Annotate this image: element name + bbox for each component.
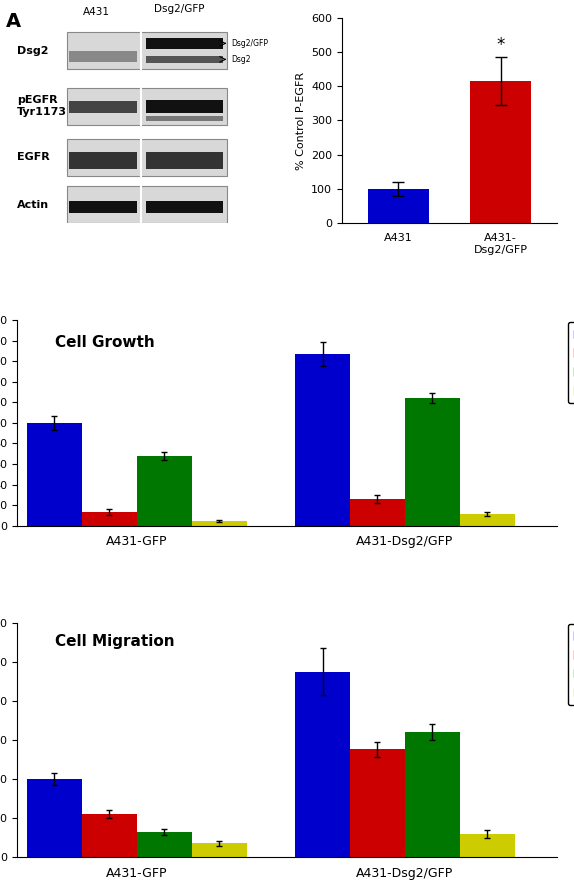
Bar [460, 514, 515, 526]
Bar [82, 814, 137, 857]
Text: Dsg2: Dsg2 [17, 46, 49, 56]
Text: Cell Migration: Cell Migration [55, 635, 174, 650]
Bar [146, 117, 223, 121]
Bar [146, 152, 223, 169]
Bar [67, 187, 227, 224]
Bar [405, 732, 460, 857]
Bar [146, 100, 223, 113]
Bar [405, 398, 460, 526]
Bar [69, 50, 137, 62]
Bar [350, 750, 405, 857]
Text: A431: A431 [83, 7, 110, 17]
Bar [27, 423, 82, 526]
Bar [295, 672, 350, 857]
Bar [69, 101, 137, 113]
Bar [350, 499, 405, 526]
Text: Dsg2: Dsg2 [231, 55, 251, 64]
Bar [192, 521, 247, 526]
Text: EGFR: EGFR [17, 152, 50, 163]
Text: Dsg2/GFP: Dsg2/GFP [231, 39, 269, 48]
Bar [67, 139, 227, 176]
Bar [69, 201, 137, 213]
Text: pEGFR
Tyr1173: pEGFR Tyr1173 [17, 95, 67, 117]
Bar [295, 354, 350, 526]
Bar [82, 513, 137, 526]
Bar [192, 843, 247, 857]
Legend: Untreated, +Erlotinib, +PP2, +Combo: Untreated, +Erlotinib, +PP2, +Combo [568, 322, 574, 403]
Bar [27, 779, 82, 857]
Legend: Untreated, +Erlotinib, +PP2, +Combo: Untreated, +Erlotinib, +PP2, +Combo [568, 624, 574, 705]
Bar [146, 56, 223, 63]
Text: Actin: Actin [17, 200, 49, 210]
Bar [137, 456, 192, 526]
Y-axis label: % Control P-EGFR: % Control P-EGFR [296, 72, 305, 170]
Bar [67, 88, 227, 125]
Text: A: A [6, 11, 21, 31]
Text: A431-
Dsg2/GFP: A431- Dsg2/GFP [154, 0, 205, 13]
Bar [137, 832, 192, 857]
Bar [470, 81, 531, 224]
Bar [146, 201, 223, 213]
Bar [460, 834, 515, 857]
Bar [67, 32, 227, 69]
Text: Cell Growth: Cell Growth [55, 334, 155, 349]
Bar [69, 152, 137, 169]
Bar [146, 38, 223, 49]
Text: *: * [497, 35, 505, 54]
Bar [367, 189, 429, 224]
